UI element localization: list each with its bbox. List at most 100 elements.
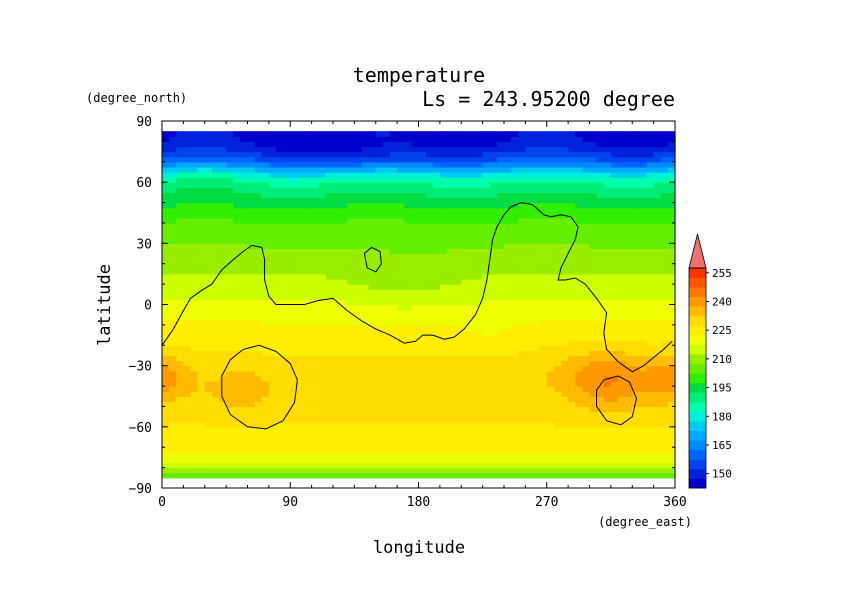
field-cell <box>375 161 384 168</box>
field-cell <box>568 156 576 163</box>
field-cell <box>283 238 291 244</box>
field-cell <box>211 207 220 214</box>
field-cell <box>204 182 213 188</box>
field-cell <box>575 136 583 142</box>
field-cell <box>333 329 341 336</box>
field-cell <box>660 233 669 239</box>
field-cell <box>625 258 633 265</box>
field-cell <box>233 319 241 326</box>
field-cell <box>546 304 555 311</box>
field-cell <box>625 386 633 392</box>
field-cell <box>226 345 234 351</box>
field-cell <box>261 197 270 204</box>
field-cell <box>197 396 206 402</box>
field-cell <box>190 467 199 474</box>
field-cell <box>482 197 491 204</box>
field-cell <box>211 141 220 148</box>
field-cell <box>432 329 441 336</box>
field-cell <box>660 268 669 275</box>
field-cell <box>475 187 484 193</box>
field-cell <box>432 304 441 311</box>
field-cell <box>382 177 391 183</box>
field-cell <box>290 437 298 443</box>
field-cell <box>532 217 541 224</box>
field-cell <box>368 431 377 438</box>
field-cell <box>461 156 469 163</box>
field-cell <box>454 462 462 469</box>
field-cell <box>368 426 377 433</box>
field-cell <box>169 177 177 183</box>
field-cell <box>489 447 498 453</box>
field-cell <box>504 401 512 408</box>
field-cell <box>568 289 576 295</box>
field-cell <box>276 421 284 428</box>
field-cell <box>667 447 676 453</box>
field-cell <box>639 421 648 428</box>
field-cell <box>646 187 655 193</box>
field-cell <box>596 263 605 270</box>
field-cell <box>553 431 562 438</box>
field-cell <box>511 426 519 433</box>
field-cell <box>254 248 263 255</box>
field-cell <box>653 161 662 168</box>
field-cell <box>162 370 170 377</box>
field-cell <box>618 345 626 351</box>
field-cell <box>603 279 612 285</box>
field-cell <box>162 447 170 453</box>
field-cell <box>354 263 363 270</box>
field-cell <box>539 370 548 377</box>
field-cell <box>254 447 263 453</box>
field-cell <box>354 309 363 316</box>
field-cell <box>311 141 320 148</box>
field-cell <box>660 279 669 285</box>
field-cell <box>390 248 398 255</box>
field-cell <box>525 437 534 443</box>
field-cell <box>261 212 270 219</box>
field-cell <box>404 426 412 433</box>
contour-elysium-rise <box>363 246 382 273</box>
field-cell <box>325 324 334 331</box>
field-cell <box>475 151 484 158</box>
field-cell <box>311 253 320 260</box>
field-cell <box>261 472 270 479</box>
field-cell <box>475 238 484 244</box>
field-cell <box>532 289 541 295</box>
field-cell <box>233 401 241 408</box>
field-cell <box>610 309 619 316</box>
field-cell <box>582 324 591 331</box>
field-cell <box>561 151 569 158</box>
field-cell <box>390 401 398 408</box>
field-cell <box>183 141 192 148</box>
field-cell <box>390 161 398 168</box>
field-cell <box>432 319 441 326</box>
field-cell <box>553 217 562 224</box>
field-cell <box>610 202 619 209</box>
field-cell <box>297 401 306 408</box>
field-cell <box>311 136 320 142</box>
field-cell <box>290 462 298 469</box>
field-cell <box>197 243 206 250</box>
field-cell <box>518 365 526 372</box>
y-tick-label: 60 <box>136 176 152 191</box>
field-cell <box>183 452 192 459</box>
field-cell <box>318 258 327 265</box>
field-cell <box>333 365 341 372</box>
field-cell <box>461 335 469 341</box>
field-cell <box>439 386 448 392</box>
field-cell <box>411 268 420 275</box>
field-cell <box>318 197 327 204</box>
field-cell <box>439 263 448 270</box>
field-cell <box>318 156 327 163</box>
field-cell <box>667 355 676 362</box>
field-cell <box>297 207 306 214</box>
field-cell <box>354 391 363 397</box>
field-cell <box>368 304 377 311</box>
field-cell <box>368 365 377 372</box>
field-cell <box>489 284 498 290</box>
field-cell <box>211 401 220 408</box>
field-cell <box>632 228 640 234</box>
field-cell <box>532 131 541 137</box>
field-cell <box>667 340 676 346</box>
field-cell <box>618 187 626 193</box>
field-cell <box>439 360 448 367</box>
